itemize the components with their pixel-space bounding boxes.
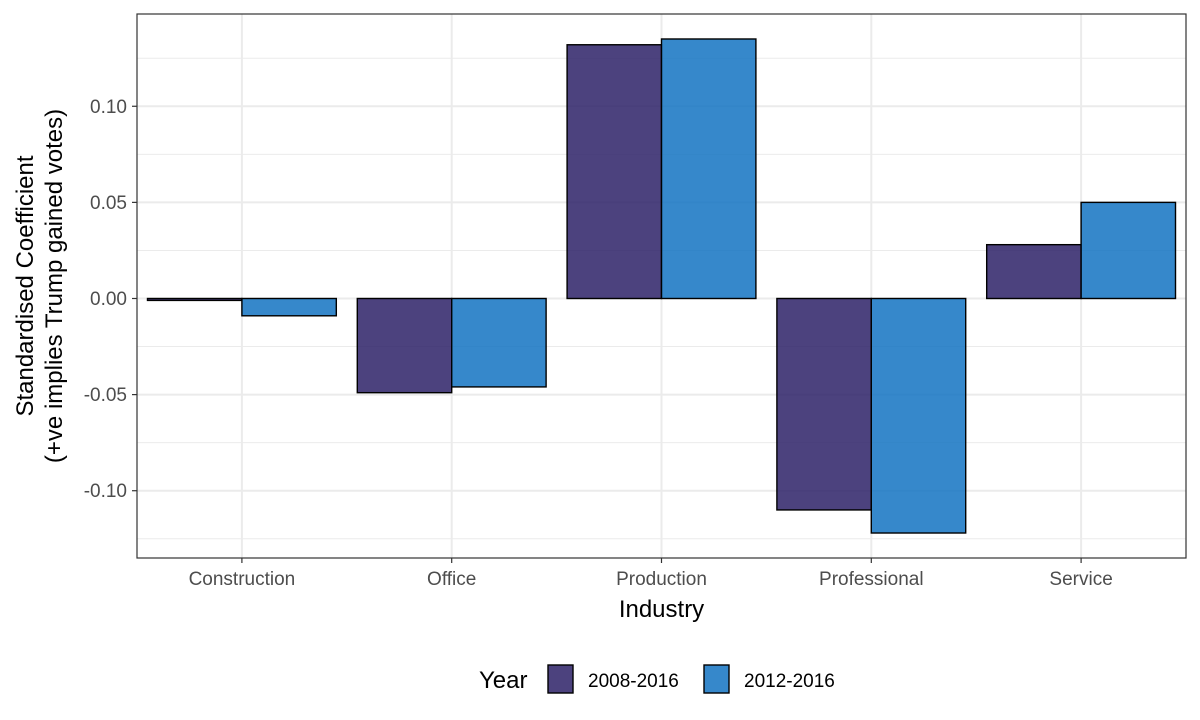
bar-construction-2008-2016 [146,297,243,302]
bar-service-2008-2016 [985,243,1082,300]
legend-title: Year [479,667,528,694]
x-tick-label: Construction [189,569,296,590]
legend-label-2008-2016: 2008-2016 [588,671,679,692]
bar-professional-2008-2016 [776,297,873,511]
x-tick-label: Office [427,569,476,590]
legend: Year 2008-2016 2012-2016 [479,664,835,694]
x-tick-label: Service [1049,569,1112,590]
legend-key-2012-2016 [703,664,730,694]
x-tick-label: Professional [819,569,924,590]
y-tick-label: -0.05 [84,385,127,406]
y-tick-label: -0.10 [84,481,127,502]
y-tick-label: 0.10 [90,97,127,118]
bar-office-2008-2016 [356,297,453,394]
axis-layer: -0.10 -0.05 0.00 0.05 0.10 Construction Office… [84,97,1113,590]
y-tick-label: 0.00 [90,289,127,310]
legend-key-2008-2016 [547,664,574,694]
x-axis-title: Industry [619,596,704,623]
y-axis-title-line-1: Standardised Coefficient [12,155,39,416]
legend-label-2012-2016: 2012-2016 [744,671,835,692]
bar-office-2012-2016 [451,297,547,388]
bar-professional-2012-2016 [870,297,967,534]
x-tick-label: Production [616,569,707,590]
bar-production-2012-2016 [660,38,757,300]
bar-production-2008-2016 [566,44,663,300]
bars-layer [146,38,1177,534]
y-tick-label: 0.05 [90,193,127,214]
y-axis-title-line-2: (+ve implies Trump gained votes) [41,109,68,463]
bar-service-2012-2016 [1080,201,1177,300]
bar-construction-2012-2016 [241,297,338,317]
